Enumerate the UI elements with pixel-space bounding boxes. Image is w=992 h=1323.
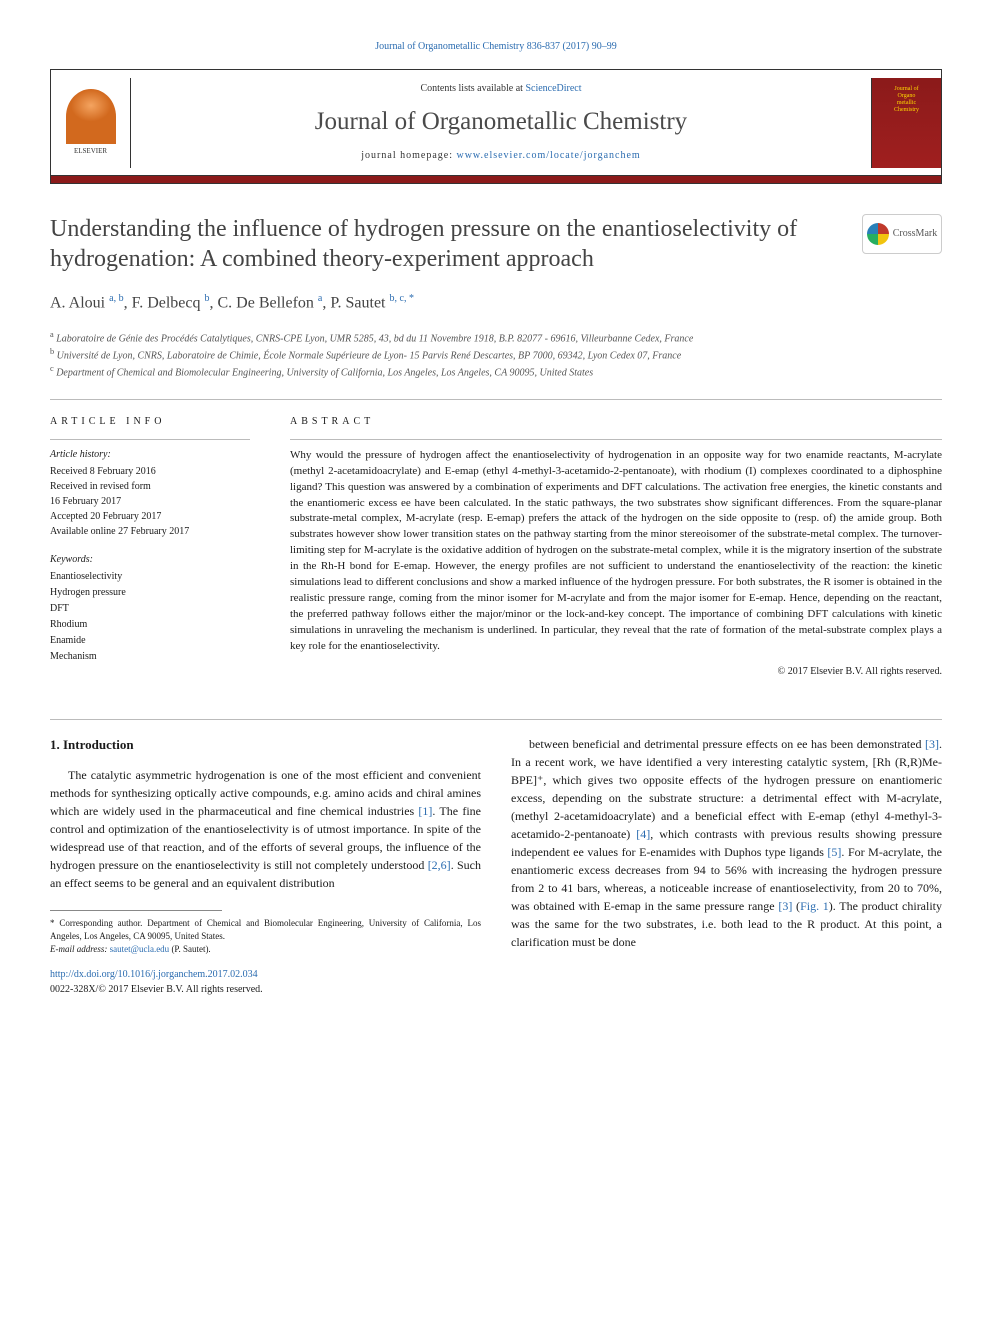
journal-homepage-link[interactable]: www.elsevier.com/locate/jorganchem: [456, 150, 640, 161]
top-citation[interactable]: Journal of Organometallic Chemistry 836-…: [50, 40, 942, 54]
email-suffix: (P. Sautet).: [169, 944, 211, 954]
journal-homepage-line: journal homepage: www.elsevier.com/locat…: [141, 149, 861, 163]
ref-link[interactable]: [3]: [925, 737, 939, 751]
issn-copyright-line: 0022-328X/© 2017 Elsevier B.V. All right…: [50, 982, 481, 997]
ref-link[interactable]: [5]: [827, 845, 841, 859]
corresponding-author-note: * Corresponding author. Department of Ch…: [50, 917, 481, 942]
email-label: E-mail address:: [50, 944, 110, 954]
article-info-col: ARTICLE INFO Article history: Received 8…: [50, 415, 250, 679]
history-label: Article history:: [50, 448, 250, 462]
history-list: Received 8 February 2016Received in revi…: [50, 464, 250, 539]
doi-line: http://dx.doi.org/10.1016/j.jorganchem.2…: [50, 967, 481, 982]
crossmark-icon: [867, 223, 889, 245]
contents-prefix: Contents lists available at: [420, 83, 525, 94]
header-redbar: [51, 175, 941, 183]
history-item: Accepted 20 February 2017: [50, 509, 250, 524]
separator-top: [50, 399, 942, 400]
article-info-heading: ARTICLE INFO: [50, 415, 250, 429]
keyword-item: Mechanism: [50, 649, 250, 665]
abstract-copyright: © 2017 Elsevier B.V. All rights reserved…: [290, 665, 942, 679]
elsevier-logo[interactable]: ELSEVIER: [51, 78, 131, 168]
intro-para-1: The catalytic asymmetric hydrogenation i…: [50, 766, 481, 892]
ref-link[interactable]: [1]: [418, 804, 432, 818]
email-line: E-mail address: sautet@ucla.edu (P. Saut…: [50, 943, 481, 956]
intro-para-2: between beneficial and detrimental press…: [511, 735, 942, 951]
elsevier-tree-icon: [66, 89, 116, 144]
separator-bottom: [50, 719, 942, 720]
affiliation-c: c Department of Chemical and Biomolecula…: [50, 363, 942, 380]
elsevier-label: ELSEVIER: [74, 147, 107, 157]
homepage-prefix: journal homepage:: [361, 150, 456, 161]
doi-link[interactable]: http://dx.doi.org/10.1016/j.jorganchem.2…: [50, 969, 258, 980]
history-item: Available online 27 February 2017: [50, 524, 250, 539]
ref-link[interactable]: [2,6]: [428, 858, 451, 872]
cover-line1: Journal of: [894, 86, 918, 93]
section-heading-intro: 1. Introduction: [50, 735, 481, 755]
article-title: Understanding the influence of hydrogen …: [50, 214, 847, 274]
history-item: Received in revised form: [50, 479, 250, 494]
footnote-separator: [50, 910, 222, 911]
abstract-text: Why would the pressure of hydrogen affec…: [290, 448, 942, 655]
email-link[interactable]: sautet@ucla.edu: [110, 944, 170, 954]
keyword-item: Enamide: [50, 633, 250, 649]
abstract-heading: ABSTRACT: [290, 415, 942, 429]
crossmark-badge[interactable]: CrossMark: [862, 214, 942, 254]
ref-link[interactable]: [3]: [778, 899, 792, 913]
history-item: Received 8 February 2016: [50, 464, 250, 479]
affiliations: a Laboratoire de Génie des Procédés Cata…: [50, 329, 942, 381]
keywords-list: EnantioselectivityHydrogen pressureDFTRh…: [50, 569, 250, 665]
body-col-right: between beneficial and detrimental press…: [511, 735, 942, 997]
cover-line3: metallic: [897, 100, 916, 107]
journal-header: ELSEVIER Contents lists available at Sci…: [50, 69, 942, 184]
fig-link[interactable]: Fig. 1: [800, 899, 829, 913]
cover-line4: Chemistry: [894, 107, 919, 114]
affiliation-b: b Université de Lyon, CNRS, Laboratoire …: [50, 346, 942, 363]
keywords-label: Keywords:: [50, 553, 250, 567]
affiliation-a: a Laboratoire de Génie des Procédés Cata…: [50, 329, 942, 346]
ref-link[interactable]: [4]: [636, 827, 650, 841]
journal-cover-thumb[interactable]: Journal of Organo metallic Chemistry: [871, 78, 941, 168]
abstract-col: ABSTRACT Why would the pressure of hydro…: [290, 415, 942, 679]
sciencedirect-link[interactable]: ScienceDirect: [525, 83, 581, 94]
crossmark-label: CrossMark: [893, 227, 937, 241]
authors-line: A. Aloui a, b, F. Delbecq b, C. De Belle…: [50, 292, 942, 315]
keyword-item: Enantioselectivity: [50, 569, 250, 585]
keyword-item: DFT: [50, 601, 250, 617]
keyword-item: Rhodium: [50, 617, 250, 633]
contents-available-line: Contents lists available at ScienceDirec…: [141, 82, 861, 96]
body-col-left: 1. Introduction The catalytic asymmetric…: [50, 735, 481, 997]
journal-name: Journal of Organometallic Chemistry: [141, 104, 861, 139]
history-item: 16 February 2017: [50, 494, 250, 509]
cover-line2: Organo: [898, 93, 916, 100]
keyword-item: Hydrogen pressure: [50, 585, 250, 601]
